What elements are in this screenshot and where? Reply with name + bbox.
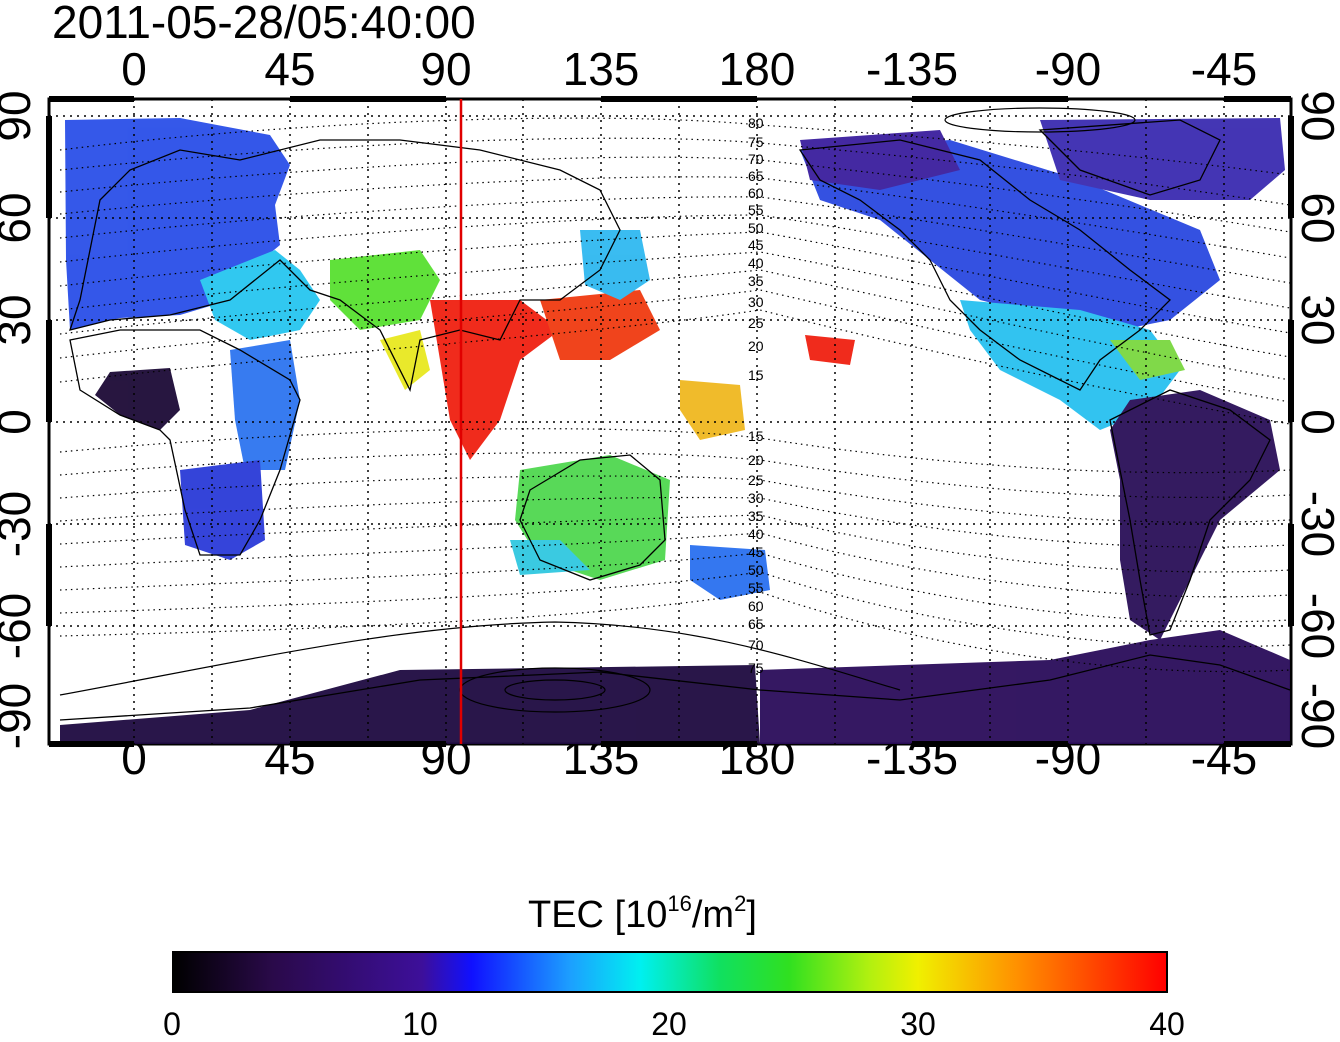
coast-north-america: [798, 139, 1171, 391]
tec-region-us-cyan: [960, 300, 1180, 430]
colorbar-title-unit-exponent: 2: [734, 891, 747, 916]
colorbar-tick: 10: [402, 1006, 438, 1042]
contour-label: 20: [748, 452, 764, 468]
colorbar-title: TEC [1016/m2]: [528, 893, 757, 937]
contour-label: 60: [748, 598, 764, 614]
contour-label: 75: [748, 660, 764, 676]
tec-data-overlay: [60, 118, 1290, 744]
top-lon-tick: -45: [1190, 43, 1258, 95]
colorbar-tick: 40: [1149, 1006, 1185, 1042]
tec-colorbar: [172, 951, 1168, 993]
coast-europe-asia: [69, 139, 621, 392]
coast-africa: [69, 329, 301, 556]
tec-region-hawaii: [805, 335, 855, 365]
contour-label: 65: [748, 616, 764, 632]
tec-region-seasia-red: [430, 300, 560, 460]
tec-region-greenland: [1040, 118, 1285, 200]
contour-label: 15: [748, 428, 764, 444]
coast-australia: [519, 454, 666, 581]
coast-greenland: [1038, 119, 1221, 196]
colorbar-tick: 30: [900, 1006, 936, 1042]
contour-label: 40: [748, 526, 764, 542]
contour-label: 70: [748, 637, 764, 653]
tec-region-africa-dark: [95, 368, 180, 430]
top-lon-tick: 0: [121, 43, 147, 95]
tec-region-pacific-orange: [680, 380, 745, 440]
top-lon-tick: 180: [718, 43, 796, 95]
tec-region-australia-cyan: [510, 540, 590, 575]
tec-region-antarctic-west: [760, 630, 1290, 744]
tec-region-northamerica: [800, 140, 1220, 330]
contour-label: 15: [748, 367, 764, 383]
map-timestamp-title: 2011-05-28/05:40:00: [52, 0, 476, 48]
contour-label: 75: [748, 134, 764, 150]
tec-region-japan-cyan: [580, 230, 650, 300]
contour-label: 45: [748, 544, 764, 560]
contour-label: 80: [748, 115, 764, 131]
contour-label: 30: [748, 490, 764, 506]
colorbar-title-exponent: 16: [667, 891, 692, 916]
contour-label: 25: [748, 472, 764, 488]
tec-region-india-yellow: [380, 330, 430, 390]
magnetic-latitude-contours: [59, 117, 1291, 673]
contour-value-labels: 80 75 70 65 60 55 50 45 40 35 30 25 20 1…: [748, 115, 764, 676]
colorbar-tick: 20: [651, 1006, 687, 1042]
tec-region-southafrica: [180, 460, 265, 560]
contour-label: 50: [748, 562, 764, 578]
contour-label: 30: [748, 294, 764, 310]
tec-region-southamerica: [1110, 390, 1280, 640]
contour-label: 60: [748, 185, 764, 201]
colorbar-tick: 0: [163, 1006, 181, 1042]
top-lon-tick: 135: [562, 43, 640, 95]
contour-label: 20: [748, 338, 764, 354]
coastlines: [59, 119, 1291, 721]
top-lon-tick: 90: [420, 43, 472, 95]
tec-region-asia-green: [330, 250, 440, 330]
top-lon-tick: -90: [1034, 43, 1102, 95]
contour-label: 70: [748, 151, 764, 167]
colorbar-title-prefix: TEC [10: [528, 894, 668, 936]
tec-region-caribbean: [1110, 340, 1185, 380]
top-lon-tick: 45: [264, 43, 316, 95]
top-lon-tick: -135: [865, 43, 959, 95]
contour-label: 35: [748, 273, 764, 289]
contour-label: 65: [748, 168, 764, 184]
colorbar-title-unit: /m: [691, 894, 735, 936]
contour-label: 50: [748, 220, 764, 236]
contour-label: 35: [748, 508, 764, 524]
graticule: [49, 99, 1291, 744]
coast-antarctica: [59, 654, 1291, 721]
coast-south-america: [1109, 389, 1271, 636]
contour-label: 55: [748, 202, 764, 218]
contour-label: 55: [748, 580, 764, 596]
tec-region-nz-blue: [690, 545, 770, 600]
colorbar-title-suffix: ]: [746, 894, 757, 936]
tec-region-antarctic-east: [60, 665, 760, 744]
frame-ticks: [46, 96, 1294, 747]
contour-label: 40: [748, 255, 764, 271]
contour-label: 45: [748, 237, 764, 253]
contour-label: 25: [748, 315, 764, 331]
tec-region-china-red: [540, 290, 660, 360]
